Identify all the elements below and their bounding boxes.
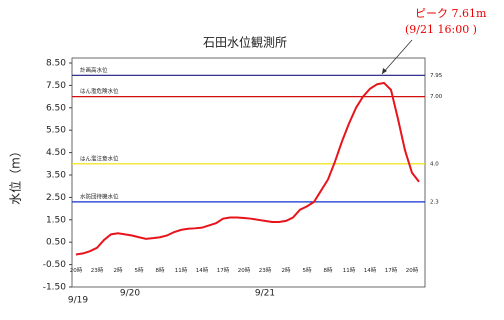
x-tick-label: 11時 (343, 266, 356, 274)
x-tick-label: 2時 (282, 266, 291, 274)
y-tick-label: 7.50 (46, 81, 66, 91)
y-tick-label: -1.50 (43, 283, 67, 293)
threshold-name: 水防団待機水位 (80, 192, 119, 200)
x-tick-label: 14時 (196, 266, 209, 274)
data-line (75, 81, 420, 256)
threshold-name: はん濫危険水位 (80, 87, 119, 95)
x-tick-label: 8時 (156, 266, 165, 274)
y-tick-label: 1.50 (46, 215, 66, 225)
y-tick-label: 3.50 (46, 171, 66, 181)
threshold-name: はん濫注意水位 (80, 154, 119, 162)
x-tick-label: 8時 (324, 266, 333, 274)
y-tick-label: 5.50 (46, 126, 66, 136)
y-tick-label: -0.50 (43, 260, 67, 270)
y-tick-label: 6.50 (46, 103, 66, 113)
chart-title: 石田水位観測所 (203, 35, 287, 50)
date-label: 9/19 (68, 296, 88, 306)
y-tick-label: 8.50 (46, 59, 66, 69)
plot-frame (71, 57, 426, 288)
x-tick-label: 5時 (135, 266, 144, 274)
y-tick-label: 2.50 (46, 193, 66, 203)
x-tick-label: 14時 (364, 266, 377, 274)
threshold-value: 7.95 (430, 73, 443, 79)
x-tick-label: 23時 (259, 266, 272, 274)
x-tick-label: 11時 (175, 266, 188, 274)
y-axis-label: 水位（m） (8, 145, 23, 205)
date-label: 9/20 (120, 289, 140, 299)
y-tick-label: 4.50 (46, 148, 66, 158)
date-label: 9/21 (255, 289, 275, 299)
x-tick-label: 17時 (217, 266, 230, 274)
x-tick-label: 23時 (91, 266, 104, 274)
threshold-value: 7.00 (430, 94, 443, 100)
threshold-value: 4.0 (430, 161, 439, 167)
peak-arrow (381, 39, 413, 75)
peak-annotation-sub: (9/21 16:00 ) (405, 23, 477, 36)
peak-annotation: ピーク 7.61m (415, 7, 487, 20)
x-tick-label: 5時 (303, 266, 312, 274)
x-tick-label: 17時 (385, 266, 398, 274)
peak-arrowhead (382, 68, 387, 74)
x-tick-label: 20時 (238, 266, 251, 274)
threshold-value: 2.3 (430, 199, 439, 205)
x-tick-label: 20時 (406, 266, 419, 274)
x-tick-label: 2時 (114, 266, 123, 274)
y-tick-label: 0.50 (46, 238, 66, 248)
x-tick-label: 20時 (70, 266, 83, 274)
threshold-name: 計画高水位 (80, 66, 108, 74)
